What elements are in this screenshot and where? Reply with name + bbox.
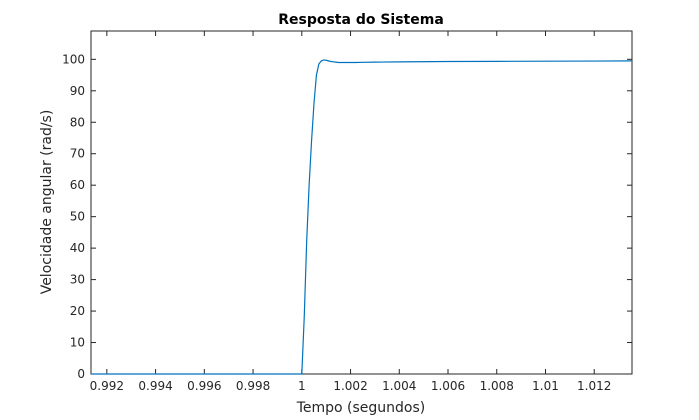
x-tick-label: 1.012 bbox=[577, 379, 611, 393]
y-tick-label: 40 bbox=[70, 241, 85, 255]
y-tick-label: 100 bbox=[62, 52, 85, 66]
y-tick-label: 50 bbox=[70, 210, 85, 224]
x-tick-label: 1.002 bbox=[333, 379, 367, 393]
y-axis: 0 10 20 30 40 50 60 70 80 90 100 bbox=[62, 52, 632, 381]
x-tick-label: 0.994 bbox=[138, 379, 172, 393]
x-tick-label: 0.992 bbox=[90, 379, 124, 393]
y-tick-label: 20 bbox=[70, 304, 85, 318]
x-axis: 0.992 0.994 0.996 0.998 1 1.002 1.004 1.006 1.00… bbox=[90, 31, 611, 393]
chart-title: Resposta do Sistema bbox=[278, 12, 444, 28]
x-tick-label: 1.004 bbox=[382, 379, 416, 393]
y-tick-label: 30 bbox=[70, 273, 85, 287]
x-tick-label: 0.996 bbox=[187, 379, 221, 393]
x-tick-label: 1.01 bbox=[532, 379, 559, 393]
y-tick-label: 0 bbox=[77, 367, 85, 381]
y-axis-label: Velocidade angular (rad/s) bbox=[39, 110, 55, 295]
y-tick-label: 70 bbox=[70, 147, 85, 161]
y-tick-label: 10 bbox=[70, 336, 85, 350]
series-line bbox=[91, 59, 633, 375]
x-tick-label: 1.006 bbox=[431, 379, 465, 393]
x-tick-label: 1.008 bbox=[480, 379, 514, 393]
x-tick-label: 0.998 bbox=[236, 379, 270, 393]
plot-area-frame bbox=[90, 30, 633, 375]
x-tick-label: 1 bbox=[298, 379, 306, 393]
y-tick-label: 90 bbox=[70, 84, 85, 98]
x-axis-label: Tempo (segundos) bbox=[296, 400, 426, 416]
y-tick-label: 60 bbox=[70, 178, 85, 192]
y-tick-label: 80 bbox=[70, 115, 85, 129]
